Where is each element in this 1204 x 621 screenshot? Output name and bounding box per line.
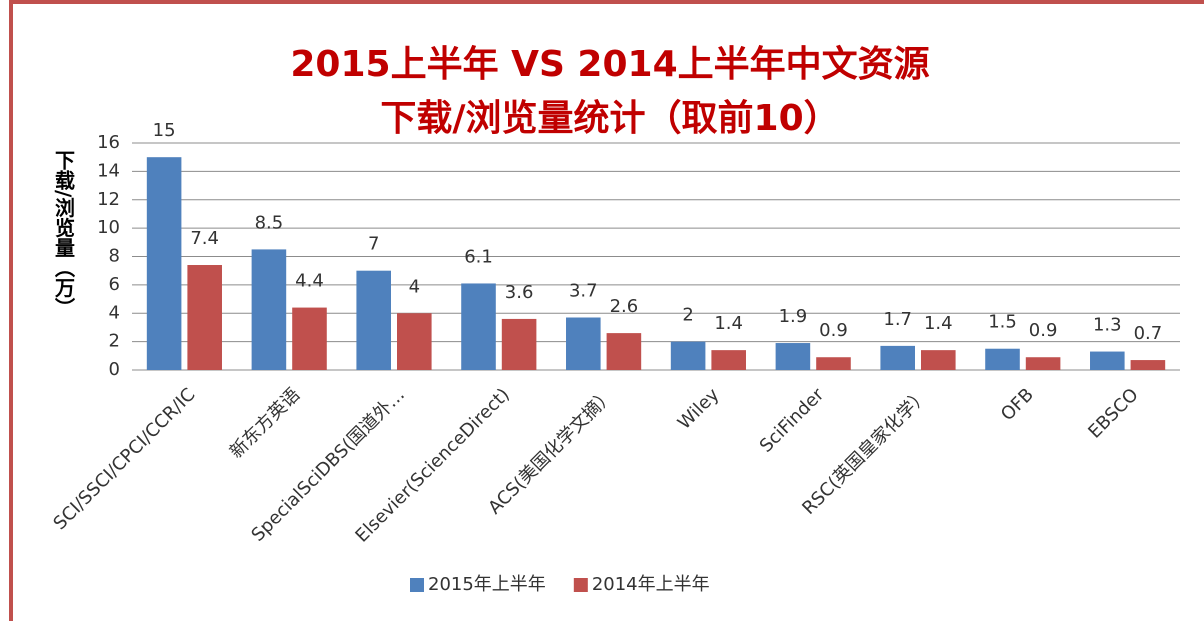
y-tick-label: 10 [97, 217, 120, 238]
value-label: 1.7 [883, 309, 912, 330]
value-label: 1.5 [988, 312, 1017, 333]
value-label: 4 [409, 276, 420, 297]
bar [775, 343, 811, 370]
value-label: 0.9 [1029, 320, 1058, 341]
y-tick-label: 8 [109, 246, 120, 267]
bar [1025, 357, 1061, 370]
value-label: 4.4 [295, 271, 324, 292]
y-tick-label: 6 [109, 274, 120, 295]
bar [566, 317, 601, 370]
bar [397, 313, 432, 370]
bar [670, 341, 706, 370]
bar [187, 265, 222, 370]
value-label: 1.4 [714, 313, 743, 334]
y-tick-label: 2 [109, 331, 120, 352]
value-label: 1.9 [779, 306, 808, 327]
frame [9, 0, 1204, 621]
legend-swatch [573, 578, 588, 592]
value-label: 0.9 [819, 320, 848, 341]
y-tick-label: 4 [109, 302, 120, 323]
y-tick-label: 0 [109, 359, 120, 380]
value-label: 7 [368, 234, 379, 255]
bar [251, 249, 287, 370]
legend-label: 2015年上半年 [428, 574, 546, 595]
chart-title: 下载/浏览量统计（取前10） [380, 98, 839, 139]
bar [921, 350, 956, 370]
value-label: 6.1 [464, 246, 493, 267]
value-label: 3.7 [569, 281, 598, 302]
legend-label: 2014年上半年 [592, 574, 710, 595]
bar [292, 307, 327, 370]
bar [711, 350, 746, 370]
bar [816, 357, 851, 370]
value-label: 2 [682, 305, 693, 326]
bar [880, 345, 915, 370]
bar [501, 318, 537, 370]
bar [356, 270, 391, 370]
y-tick-label: 12 [97, 189, 120, 210]
value-label: 2.6 [610, 296, 639, 317]
y-tick-label: 16 [97, 132, 120, 153]
y-axis-label: 下载/浏览量（万） [52, 150, 76, 317]
chart-title: 2015上半年 VS 2014上半年中文资源 [290, 44, 929, 85]
bar [1130, 360, 1166, 370]
value-label: 0.7 [1134, 323, 1163, 344]
bar [1090, 351, 1125, 370]
value-label: 3.6 [505, 282, 534, 303]
y-tick-label: 14 [97, 160, 120, 181]
value-label: 7.4 [190, 228, 219, 249]
bar [985, 348, 1020, 370]
bar [461, 283, 496, 370]
bar [606, 333, 642, 370]
legend-swatch [410, 578, 424, 592]
value-label: 1.4 [924, 313, 953, 334]
value-label: 8.5 [255, 212, 284, 233]
bar [146, 157, 182, 370]
value-label: 1.3 [1093, 315, 1122, 336]
value-label: 15 [153, 120, 176, 141]
